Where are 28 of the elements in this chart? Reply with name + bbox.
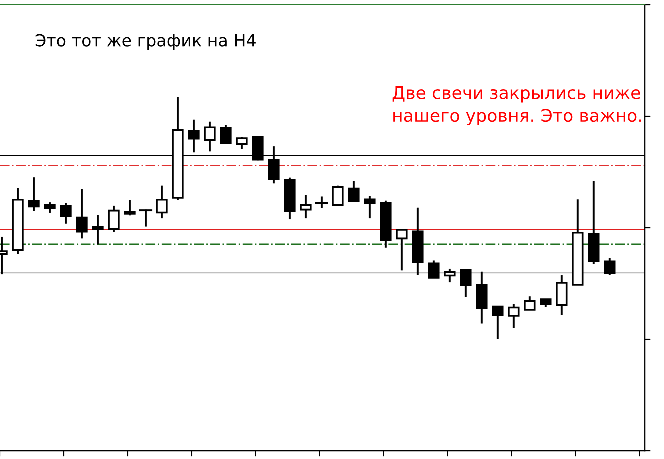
candlestick: [524, 296, 536, 312]
candlestick: [396, 228, 408, 272]
candlestick: [220, 124, 232, 146]
candlestick: [492, 306, 504, 340]
candlestick: [364, 196, 376, 220]
candlestick: [348, 180, 360, 202]
candlestick: [508, 303, 520, 330]
candlestick: [428, 260, 440, 279]
chart-title: Это тот же график на H4: [36, 34, 256, 50]
candlestick: [60, 202, 72, 225]
candlestick: [76, 188, 88, 240]
annotation: Две свечи закрылись ниже нашего уровня. Это важно.: [392, 86, 642, 126]
candlestick: [460, 268, 472, 298]
candlestick: [92, 214, 104, 246]
candlestick: [604, 257, 616, 276]
candlestick: [476, 270, 488, 325]
candlestick: [108, 204, 120, 234]
candlestick: [28, 176, 40, 212]
candlestick: [444, 268, 456, 284]
candlestick: [156, 184, 168, 220]
candlestick: [332, 184, 344, 206]
candlestick: [124, 199, 136, 217]
candlestick: [204, 120, 216, 153]
candlestick: [44, 202, 56, 214]
candlestick: [556, 274, 568, 316]
candlestick: [300, 194, 312, 220]
candlestick: [236, 136, 248, 150]
candlestick: [188, 118, 200, 154]
